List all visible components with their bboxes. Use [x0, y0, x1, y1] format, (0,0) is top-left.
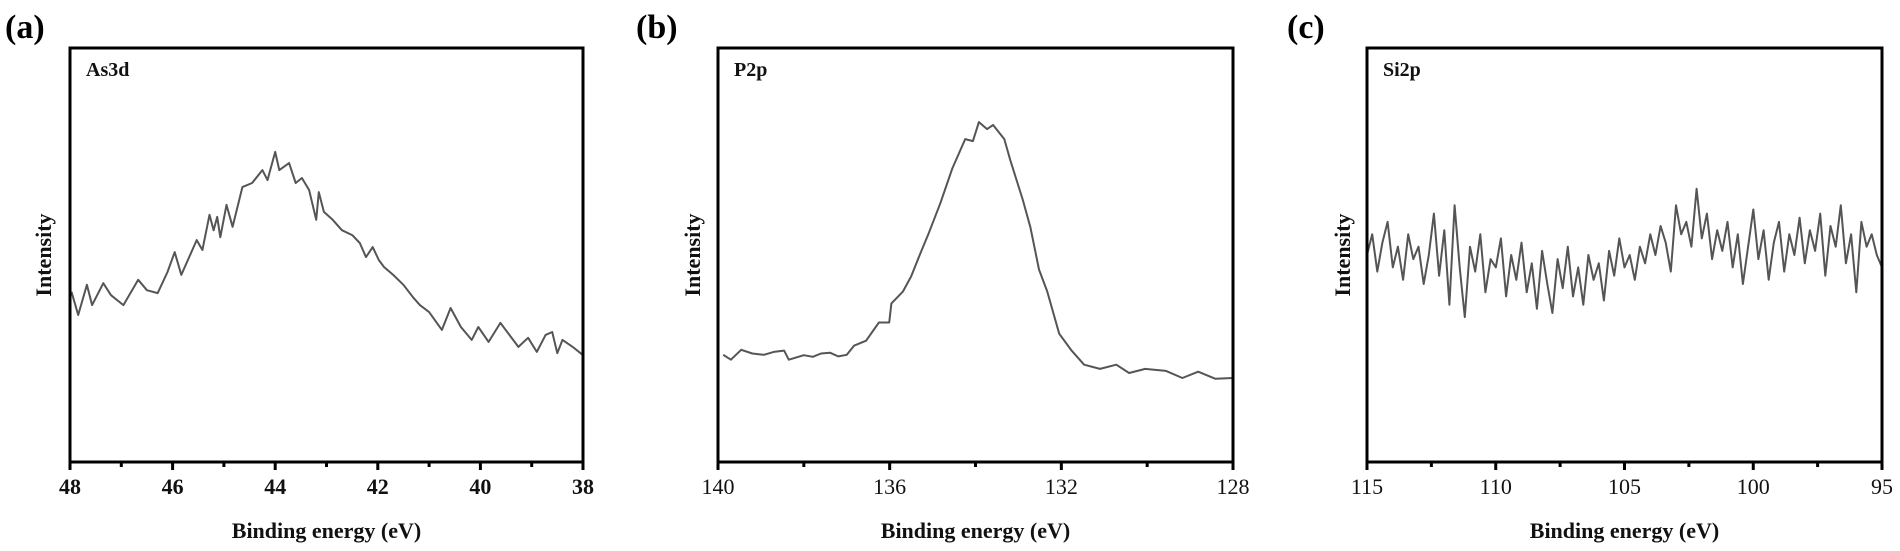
plot-frame — [68, 46, 585, 464]
x-tick-label: 100 — [1737, 474, 1770, 499]
x-tick-label: 40 — [469, 474, 491, 499]
x-tick-label: 38 — [572, 474, 594, 499]
panel-label: (a) — [5, 9, 45, 46]
spectrum-line — [70, 150, 584, 356]
x-tick-label: 95 — [1871, 474, 1893, 499]
x-axis-label: Binding energy (eV) — [232, 518, 421, 543]
plot-frame — [716, 46, 1235, 464]
x-tick-label: 132 — [1045, 474, 1078, 499]
panel-label: (c) — [1287, 9, 1325, 46]
x-tick-label: 105 — [1608, 474, 1641, 499]
y-axis-label: Intensity — [31, 213, 56, 296]
x-tick-label: 48 — [59, 474, 81, 499]
panel-b: (b) P2p 140 136 132 128 Binding energy (eV) Int… — [636, 9, 1250, 543]
x-axis-label: Binding energy (eV) — [1530, 518, 1719, 543]
spectrum-line — [1366, 187, 1883, 319]
spectrum-title: P2p — [734, 59, 767, 81]
x-tick-label: 44 — [264, 474, 286, 499]
x-tick-label: 110 — [1480, 474, 1512, 499]
panel-a: (a) As3d 48 46 44 42 40 38 Binding energy (eV) In… — [5, 9, 594, 543]
x-axis-label: Binding energy (eV) — [881, 518, 1070, 543]
x-tick-label: 140 — [702, 474, 735, 499]
x-tick-label: 128 — [1217, 474, 1250, 499]
spectrum-title: As3d — [86, 59, 129, 81]
x-tick-label: 46 — [162, 474, 184, 499]
panel-label: (b) — [636, 9, 678, 46]
spectrum-title: Si2p — [1383, 59, 1421, 81]
y-axis-label: Intensity — [680, 213, 705, 296]
x-tick-label: 136 — [873, 474, 906, 499]
y-axis-label: Intensity — [1330, 213, 1355, 296]
panel-c: (c) Si2p 115 110 105 100 95 Binding energy (eV)… — [1287, 9, 1893, 543]
x-tick-label: 115 — [1351, 474, 1383, 499]
spectrum-line — [722, 121, 1234, 380]
x-tick-label: 42 — [367, 474, 389, 499]
